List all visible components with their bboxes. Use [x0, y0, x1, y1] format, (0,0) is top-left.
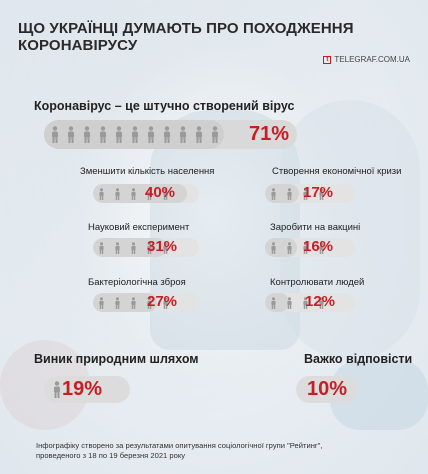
natural-bar — [44, 376, 130, 403]
person-icon — [115, 187, 120, 200]
people-icons — [98, 238, 178, 257]
sub-percent: 27% — [147, 293, 178, 310]
people-icons — [270, 238, 334, 257]
person-icon — [52, 126, 58, 143]
sub-bar — [265, 293, 355, 312]
page-title: ЩО УКРАЇНЦІ ДУМАЮТЬ ПРО ПОХОДЖЕННЯ КОРОН… — [18, 20, 354, 54]
hard-label: Важко відповісти — [304, 352, 413, 366]
sub-bar — [265, 238, 355, 257]
sub-label: Бактеріологічна зброя — [88, 277, 186, 288]
person-icon — [131, 187, 136, 200]
people-icons — [50, 120, 226, 149]
person-icon — [115, 296, 120, 309]
person-icon — [100, 126, 106, 143]
person-icon — [180, 126, 186, 143]
person-icon — [196, 126, 202, 143]
person-icon — [147, 187, 152, 200]
sub-percent: 12% — [305, 293, 336, 310]
people-icons — [98, 293, 178, 312]
person-icon — [287, 296, 292, 309]
person-icon — [115, 241, 120, 254]
person-icon — [99, 241, 104, 254]
brand[interactable]: t TELEGRAF.COM.UA — [323, 55, 410, 64]
sub-label: Заробити на вакцині — [270, 222, 361, 233]
main-percent: 71% — [248, 123, 289, 145]
person-icon — [148, 126, 154, 143]
natural-label: Виник природним шляхом — [34, 352, 199, 366]
telegraf-logo-icon: t — [323, 55, 332, 64]
sub-label: Науковий експеримент — [88, 222, 190, 233]
hard-bar — [296, 376, 358, 403]
sub-percent: 40% — [145, 184, 176, 201]
person-icon — [163, 296, 168, 309]
person-icon — [287, 187, 292, 200]
person-icon — [271, 296, 276, 309]
person-icon — [303, 296, 308, 309]
sub-bar-fill — [93, 293, 157, 312]
person-icon — [147, 241, 152, 254]
person-icon — [147, 296, 152, 309]
brand-label: TELEGRAF.COM.UA — [334, 55, 410, 64]
person-icon — [319, 187, 324, 200]
background-figure — [280, 100, 420, 360]
people-icons — [270, 293, 334, 312]
person-icon — [99, 296, 104, 309]
person-icon — [132, 126, 138, 143]
sub-bar — [93, 184, 199, 203]
sub-bar — [93, 238, 199, 257]
sub-bar — [93, 293, 199, 312]
sub-percent: 31% — [147, 238, 178, 255]
person-icon — [163, 241, 168, 254]
person-icon — [319, 241, 324, 254]
sub-label: Зменшити кількість населення — [80, 166, 215, 177]
person-icon — [54, 381, 60, 398]
person-icon — [131, 296, 136, 309]
sub-label: Створення економічної кризи — [272, 166, 402, 177]
people-icons — [270, 184, 334, 203]
person-icon — [163, 187, 168, 200]
sub-percent: 17% — [303, 184, 334, 201]
sub-percent: 16% — [303, 238, 334, 255]
footnote-line: проведеного з 18 по 19 березня 2021 року — [36, 451, 186, 460]
sub-label: Контролювати людей — [270, 277, 365, 288]
person-icon — [271, 187, 276, 200]
footnote-line: Інфографіку створено за результатами опи… — [36, 441, 323, 450]
person-icon — [68, 126, 74, 143]
person-icon — [287, 241, 292, 254]
main-category-label: Коронавірус – це штучно створений вірус — [34, 99, 295, 113]
people-icons — [98, 184, 178, 203]
person-icon — [303, 241, 308, 254]
person-icon — [319, 296, 324, 309]
footnote: Інфографіку створено за результатами опи… — [36, 441, 416, 461]
natural-percent: 19% — [62, 378, 103, 400]
person-icon — [84, 126, 90, 143]
main-bar: 71% — [44, 120, 297, 149]
person-icon — [131, 241, 136, 254]
person-icon — [99, 187, 104, 200]
sub-bar-fill — [265, 293, 289, 312]
sub-bar — [265, 184, 355, 203]
person-icon — [164, 126, 170, 143]
person-icon — [271, 241, 276, 254]
person-icon — [212, 126, 218, 143]
hard-percent: 10% — [307, 378, 348, 400]
person-icon — [303, 187, 308, 200]
person-icon — [116, 126, 122, 143]
